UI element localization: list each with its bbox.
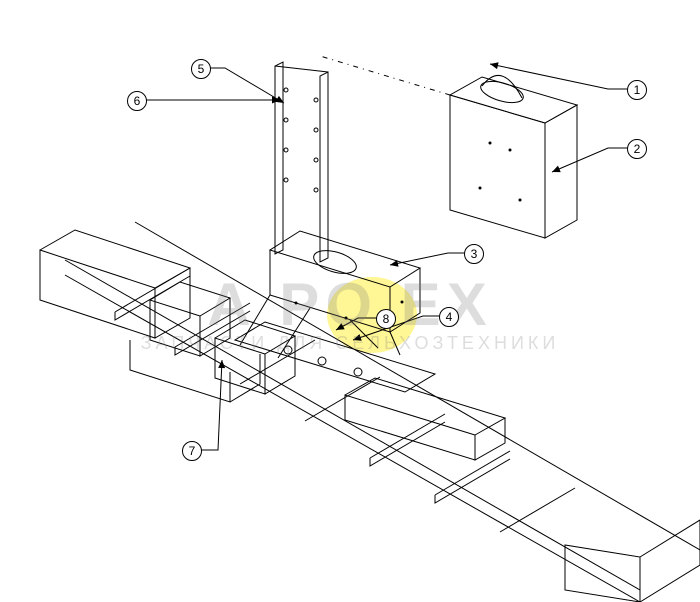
callout-2: 2 (627, 139, 647, 159)
leader-7 (200, 360, 222, 450)
callout-6: 6 (127, 91, 147, 111)
callout-leaders (145, 62, 627, 450)
callout-1: 1 (627, 80, 647, 100)
arrowhead-1 (490, 62, 499, 69)
leader-2 (552, 148, 627, 172)
callout-8: 8 (376, 309, 396, 329)
motion-line (320, 56, 450, 95)
callout-3: 3 (464, 244, 484, 264)
leader-3 (390, 253, 464, 265)
callout-5: 5 (191, 59, 211, 79)
arrowhead-7 (218, 360, 225, 368)
tank-assembly (450, 75, 577, 238)
callout-7: 7 (182, 441, 202, 461)
parts-diagram (0, 0, 700, 602)
callout-4: 4 (439, 307, 459, 327)
arrowhead-3 (390, 260, 399, 267)
upper-bracket (275, 62, 328, 262)
